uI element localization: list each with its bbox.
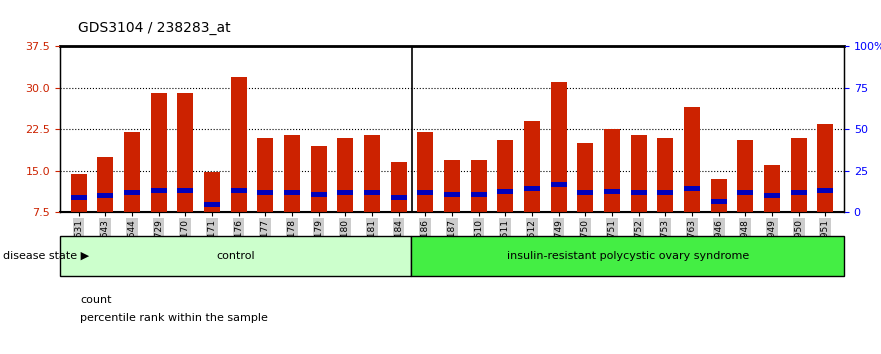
Bar [631,135,647,212]
Bar [311,192,327,196]
Bar [418,190,433,195]
Bar [470,160,486,212]
Bar [257,137,273,212]
Bar [390,195,407,200]
Bar [284,135,300,212]
Text: control: control [217,251,255,261]
Bar [60,236,411,276]
Bar [711,199,727,204]
Bar [257,190,273,195]
Bar [311,146,327,212]
Bar [524,186,540,191]
Bar [577,190,593,195]
Bar [497,140,514,212]
Bar [97,157,114,212]
Bar [444,160,460,212]
Bar [177,93,193,212]
Bar [684,186,700,191]
Bar [551,182,566,187]
Bar [177,188,193,193]
Bar [497,189,514,194]
Bar [657,190,673,195]
Bar [151,188,167,193]
Bar [70,195,86,200]
Bar [411,236,844,276]
Bar [657,137,673,212]
Bar [818,124,833,212]
Bar [631,190,647,195]
Bar [124,132,140,212]
Bar [790,137,807,212]
Bar [524,121,540,212]
Text: insulin-resistant polycystic ovary syndrome: insulin-resistant polycystic ovary syndr… [507,251,749,261]
Bar [737,190,753,195]
Text: count: count [80,295,112,305]
Bar [737,140,753,212]
Bar [70,173,86,212]
Bar [231,76,247,212]
Bar [470,192,486,196]
Bar [684,107,700,212]
Bar [151,93,167,212]
Bar [551,82,566,212]
Text: GDS3104 / 238283_at: GDS3104 / 238283_at [78,21,230,35]
Bar [124,190,140,195]
Bar [790,190,807,195]
Text: disease state ▶: disease state ▶ [3,251,89,261]
Bar [577,143,593,212]
Bar [337,190,353,195]
Bar [390,162,407,212]
Bar [204,172,220,212]
Bar [284,190,300,195]
Bar [97,193,114,198]
Bar [231,188,247,193]
Bar [444,192,460,196]
Bar [604,129,620,212]
Bar [418,132,433,212]
Bar [818,188,833,193]
Bar [764,165,780,212]
Bar [711,179,727,212]
Bar [337,137,353,212]
Bar [764,193,780,198]
Bar [204,201,220,207]
Bar [364,135,380,212]
Bar [364,190,380,195]
Text: percentile rank within the sample: percentile rank within the sample [80,313,268,322]
Bar [604,189,620,194]
